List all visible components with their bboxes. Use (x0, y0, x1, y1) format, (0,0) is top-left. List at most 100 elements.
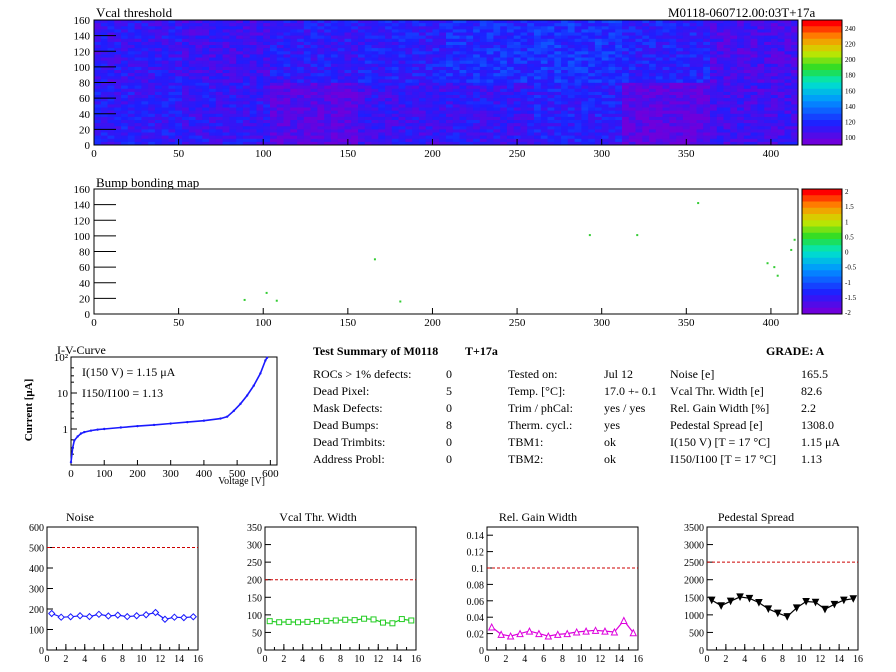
vcal-pixel (527, 63, 535, 68)
vcal-pixel (249, 51, 257, 55)
vcal-pixel (513, 129, 521, 133)
vcal-pixel (215, 63, 223, 68)
vcal-pixel (466, 26, 474, 30)
vcal-pixel (696, 23, 704, 27)
vcal-pixel (743, 126, 751, 130)
vcal-pixel (303, 126, 311, 130)
vcal-pixel (432, 79, 440, 83)
vcal-pixel (405, 138, 413, 143)
vcal-pixel (669, 101, 677, 105)
vcal-pixel (628, 104, 636, 108)
vcal-pixel (202, 135, 210, 139)
pedestal-spread-x-tick-label: 2 (723, 654, 728, 665)
vcal-pixel (344, 51, 352, 55)
vcal-pixel (242, 107, 250, 111)
vcal-pixel (561, 85, 569, 89)
vcal-pixel (351, 123, 359, 127)
noise-x-tick-label: 4 (82, 654, 87, 665)
vcal-pixel (141, 20, 149, 24)
vcal-pixel (513, 63, 521, 68)
vcal-pixel (493, 138, 501, 143)
vcal-pixel (703, 85, 711, 89)
vcal-pixel (696, 26, 704, 30)
vcal-pixel (655, 45, 663, 49)
vcal-pixel (588, 54, 596, 58)
vcal-pixel (398, 88, 406, 93)
vcal-pixel (730, 107, 738, 111)
vcal-pixel (141, 66, 149, 71)
vcal-pixel (770, 29, 778, 33)
vcal-pixel (290, 123, 298, 127)
vcal-pixel (263, 66, 271, 71)
vcal-pixel (750, 76, 758, 80)
vcal-pixel (229, 95, 237, 99)
vcal-pixel (567, 104, 575, 108)
vcal-pixel (310, 35, 318, 39)
vcal-pixel (290, 70, 298, 74)
vcal-pixel (777, 107, 785, 111)
vcal-pixel (608, 63, 616, 68)
vcal-pixel (317, 79, 325, 83)
vcal-pixel (439, 107, 447, 111)
vcal-pixel (655, 60, 663, 64)
vcal-pixel (94, 82, 102, 86)
vcal-pixel (168, 48, 176, 52)
vcal-pixel (439, 51, 447, 55)
vcal-pixel (716, 29, 724, 33)
vcal-pixel (114, 91, 122, 96)
vcal-pixel (283, 57, 291, 61)
vcal-pixel (121, 73, 129, 77)
vcal-colorbar-segment (802, 70, 842, 77)
vcal-pixel (723, 45, 731, 49)
vcal-pixel (385, 132, 393, 136)
vcal-pixel (554, 110, 562, 114)
vcal-pixel (94, 88, 102, 93)
vcal-pixel (676, 41, 684, 46)
vcal-pixel (236, 113, 244, 118)
vcal-pixel (317, 60, 325, 64)
vcal-pixel (574, 35, 582, 39)
vcal-pixel (324, 38, 332, 43)
vcal-pixel (682, 116, 690, 121)
vcal-pixel (222, 88, 230, 93)
vcal-pixel (649, 20, 657, 24)
vcal-pixel (635, 116, 643, 121)
gain-width-marker (563, 629, 572, 638)
vcal-pixel (791, 29, 799, 33)
vcal-pixel (303, 113, 311, 118)
vcal-pixel (730, 138, 738, 143)
vcal-pixel (358, 23, 366, 27)
vcal-pixel (676, 26, 684, 30)
vcal-pixel (479, 45, 487, 49)
vcal-pixel (148, 70, 156, 74)
vcal-pixel (337, 101, 345, 105)
noise-line (51, 611, 194, 620)
vcal-pixel (784, 98, 792, 102)
vcal-pixel (473, 20, 481, 24)
vcal-pixel (161, 132, 169, 136)
vcal-pixel (337, 129, 345, 133)
vcal-pixel (452, 54, 460, 58)
vcal-pixel (527, 138, 535, 143)
vcal-pixel (121, 107, 129, 111)
vcal-pixel (236, 66, 244, 71)
vcal-pixel (459, 104, 467, 108)
vcal-pixel (486, 60, 494, 64)
vcal-pixel (547, 35, 555, 39)
vcal-pixel (588, 32, 596, 36)
vcal-pixel (574, 29, 582, 33)
vcal-pixel (364, 41, 372, 46)
vcal-pixel (371, 73, 379, 77)
iv-point (152, 423, 156, 427)
vcal-pixel (757, 23, 765, 27)
vcal-pixel (730, 66, 738, 71)
vcal-pixel (371, 88, 379, 93)
vcal-pixel (534, 70, 542, 74)
vcal-pixel (479, 101, 487, 105)
vcal-pixel (222, 20, 230, 24)
vcal-pixel (127, 116, 135, 121)
vcal-pixel (432, 104, 440, 108)
vcal-pixel (371, 57, 379, 61)
summary-label: Dead Bumps: (313, 418, 379, 432)
vcal-pixel (249, 132, 257, 136)
